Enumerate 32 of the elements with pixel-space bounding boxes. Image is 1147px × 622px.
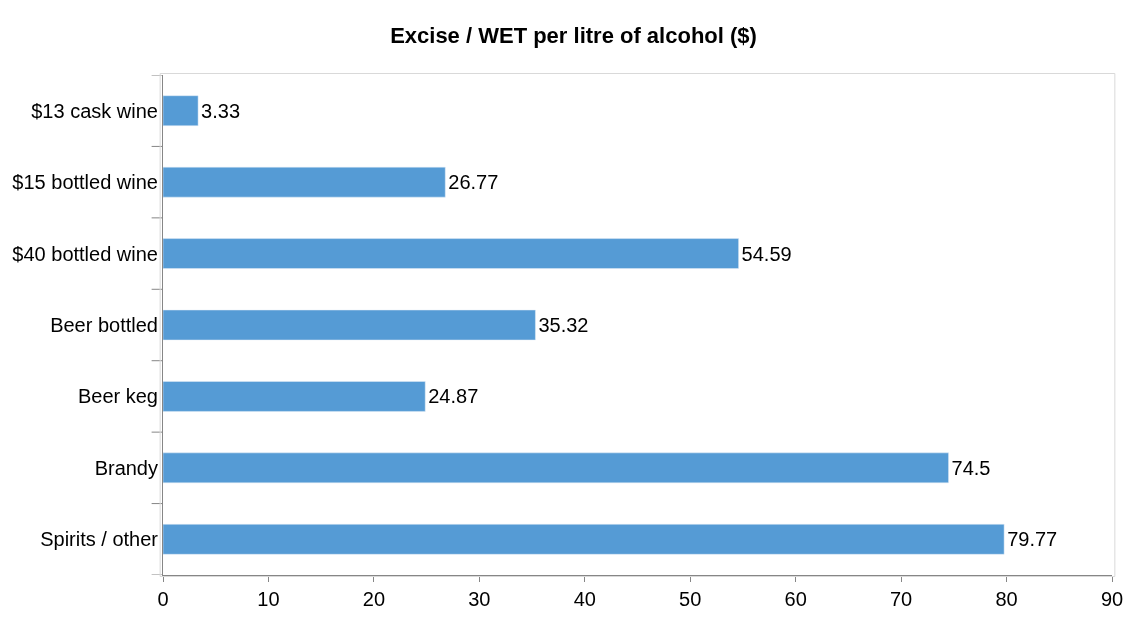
x-tick-label: 0	[157, 588, 169, 610]
data-label: 26.77	[448, 171, 499, 194]
data-label: 35.32	[538, 314, 589, 336]
x-tick-label: 40	[573, 588, 596, 610]
y-tick-label: Beer bottled	[50, 314, 158, 336]
y-tick-label: Beer keg	[77, 385, 158, 408]
chart-title: Excise / WET per litre of alcohol ($)	[390, 23, 757, 49]
y-tick-label: Brandy	[94, 456, 158, 479]
y-tick-label: $40 bottled wine	[12, 242, 158, 265]
data-label: 74.5	[951, 456, 991, 479]
data-label: 3.33	[201, 99, 241, 122]
bar	[163, 95, 199, 126]
bar	[163, 524, 1005, 555]
y-tick-label: $13 cask wine	[31, 99, 158, 122]
x-tick-label: 30	[468, 588, 491, 610]
x-tick-label: 20	[362, 588, 386, 610]
data-label: 79.77	[1007, 528, 1058, 551]
y-tick-label: Spirits / other	[40, 528, 159, 551]
bar	[163, 166, 446, 198]
data-label: 54.59	[741, 242, 792, 265]
x-tick-label: 90	[1100, 588, 1124, 610]
x-tick-label: 10	[257, 588, 280, 610]
x-tick-label: 80	[995, 588, 1018, 610]
data-label: 24.87	[428, 385, 479, 408]
bar	[163, 238, 739, 269]
x-tick-label: 50	[679, 588, 702, 610]
x-tick-label: 60	[784, 588, 807, 610]
y-tick-label: $15 bottled wine	[12, 171, 158, 194]
bar	[163, 309, 536, 341]
bar	[163, 381, 426, 412]
bar	[163, 452, 949, 484]
x-tick-label: 70	[889, 588, 913, 610]
